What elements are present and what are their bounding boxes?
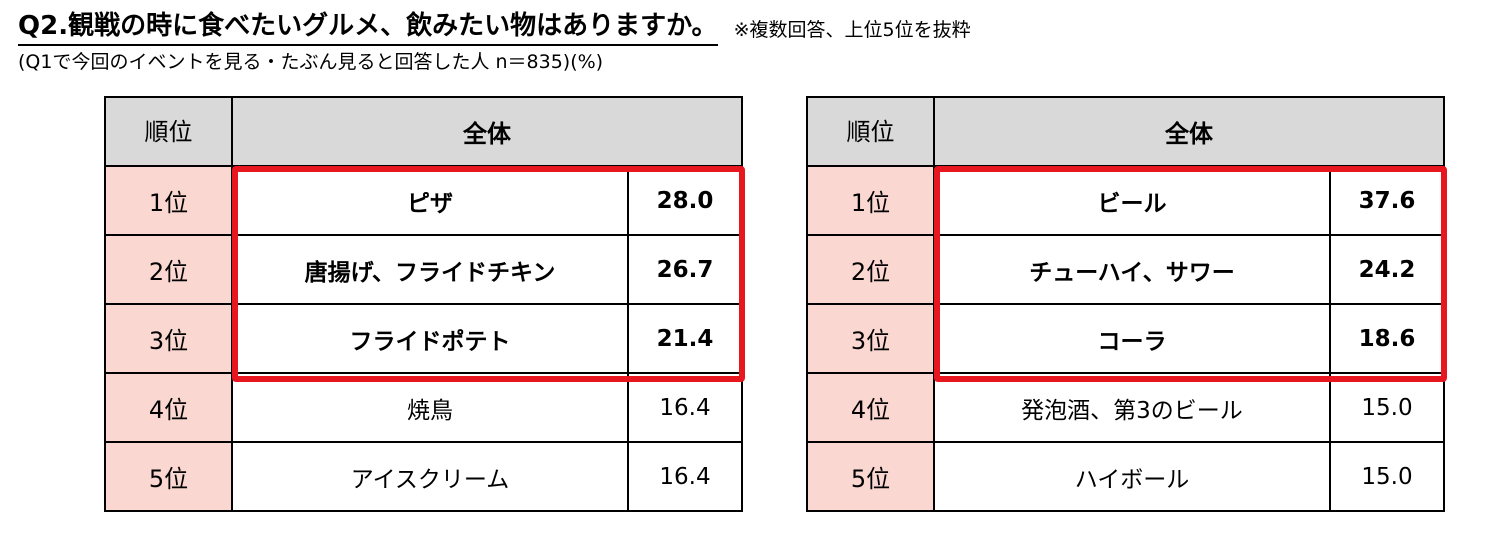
drink-ranking-table: 順位 全体 1位 ビール 37.6 2位 チューハイ、サワー 24.2 3位 コ…	[806, 96, 1447, 512]
rank-cell: 3位	[104, 303, 233, 374]
table-row: 4位 発泡酒、第3のビール 15.0	[806, 372, 1445, 443]
group-column-header: 全体	[933, 96, 1445, 167]
rank-cell: 5位	[806, 441, 935, 512]
table-row: 1位 ビール 37.6	[806, 165, 1445, 236]
table-row: 4位 焼鳥 16.4	[104, 372, 743, 443]
drink-table: 順位 全体 1位 ビール 37.6 2位 チューハイ、サワー 24.2 3位 コ…	[806, 96, 1445, 512]
food-table: 順位 全体 1位 ピザ 28.0 2位 唐揚げ、フライドチキン 26.7 3位 …	[104, 96, 743, 512]
rank-column-header: 順位	[104, 96, 233, 167]
respondent-subtitle: (Q1で今回のイベントを見る・たぶん見ると回答した人 n＝835)(%)	[18, 51, 604, 73]
item-cell: 焼鳥	[231, 372, 629, 443]
table-row: 2位 唐揚げ、フライドチキン 26.7	[104, 234, 743, 305]
value-cell: 37.6	[1329, 165, 1445, 236]
item-cell: チューハイ、サワー	[933, 234, 1331, 305]
header: Q2.観戦の時に食べたいグルメ、飲みたい物はありますか。 ※複数回答、上位5位を…	[18, 10, 1478, 74]
title-line: Q2.観戦の時に食べたいグルメ、飲みたい物はありますか。 ※複数回答、上位5位を…	[18, 10, 1478, 46]
item-cell: 唐揚げ、フライドチキン	[231, 234, 629, 305]
food-ranking-table: 順位 全体 1位 ピザ 28.0 2位 唐揚げ、フライドチキン 26.7 3位 …	[104, 96, 745, 512]
value-cell: 24.2	[1329, 234, 1445, 305]
value-cell: 15.0	[1329, 441, 1445, 512]
item-cell: ハイボール	[933, 441, 1331, 512]
table-row: 5位 ハイボール 15.0	[806, 441, 1445, 512]
table-header-row: 順位 全体	[806, 96, 1445, 167]
table-header-row: 順位 全体	[104, 96, 743, 167]
answer-note: ※複数回答、上位5位を抜粋	[733, 19, 971, 41]
rank-column-header: 順位	[806, 96, 935, 167]
rank-cell: 1位	[806, 165, 935, 236]
rank-cell: 2位	[104, 234, 233, 305]
rank-cell: 3位	[806, 303, 935, 374]
rank-cell: 1位	[104, 165, 233, 236]
rank-cell: 2位	[806, 234, 935, 305]
rank-cell: 5位	[104, 441, 233, 512]
page-title: Q2.観戦の時に食べたいグルメ、飲みたい物はありますか。	[18, 10, 718, 46]
table-row: 2位 チューハイ、サワー 24.2	[806, 234, 1445, 305]
value-cell: 28.0	[627, 165, 743, 236]
item-cell: ピザ	[231, 165, 629, 236]
table-row: 3位 コーラ 18.6	[806, 303, 1445, 374]
table-row: 1位 ピザ 28.0	[104, 165, 743, 236]
item-cell: コーラ	[933, 303, 1331, 374]
value-cell: 16.4	[627, 372, 743, 443]
table-row: 5位 アイスクリーム 16.4	[104, 441, 743, 512]
item-cell: アイスクリーム	[231, 441, 629, 512]
group-column-header: 全体	[231, 96, 743, 167]
value-cell: 18.6	[1329, 303, 1445, 374]
rank-cell: 4位	[104, 372, 233, 443]
value-cell: 21.4	[627, 303, 743, 374]
item-cell: ビール	[933, 165, 1331, 236]
rank-cell: 4位	[806, 372, 935, 443]
table-row: 3位 フライドポテト 21.4	[104, 303, 743, 374]
item-cell: フライドポテト	[231, 303, 629, 374]
value-cell: 26.7	[627, 234, 743, 305]
item-cell: 発泡酒、第3のビール	[933, 372, 1331, 443]
value-cell: 15.0	[1329, 372, 1445, 443]
value-cell: 16.4	[627, 441, 743, 512]
